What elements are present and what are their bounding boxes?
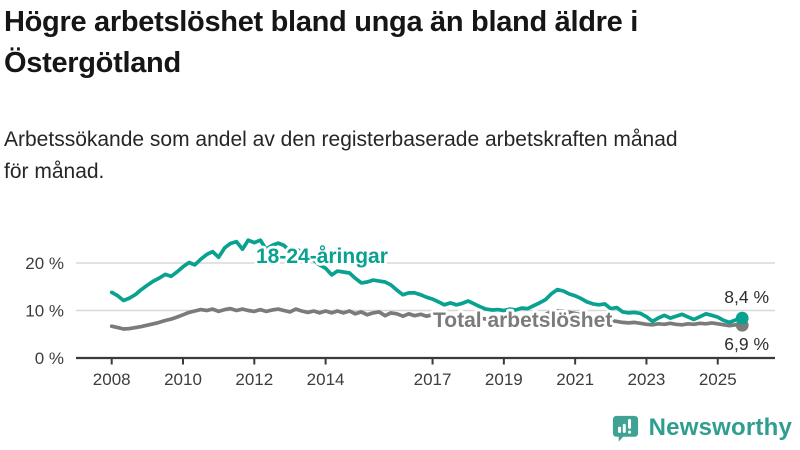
x-tick-label: 2008 <box>93 370 131 389</box>
x-tick-label: 2019 <box>485 370 523 389</box>
page-title: Högre arbetslöshet bland unga än bland ä… <box>4 6 638 80</box>
chart-subtitle: Arbetssökande som andel av den registerb… <box>4 128 678 183</box>
x-tick-label: 2012 <box>235 370 273 389</box>
x-tick-label: 2017 <box>414 370 452 389</box>
newsworthy-logo[interactable]: Newsworthy <box>610 409 792 447</box>
y-tick-label: 0 % <box>35 349 64 368</box>
series-line-0 <box>109 306 743 331</box>
x-tick-label: 2010 <box>164 370 202 389</box>
series-end-dot-1 <box>735 311 749 325</box>
end-value-label-1: 8,4 % <box>724 287 769 307</box>
x-tick-label: 2014 <box>307 370 345 389</box>
series-label-0: Total arbetslöshet <box>433 309 612 332</box>
series-label-1: 18-24-åringar <box>256 245 388 268</box>
x-tick-label: 2021 <box>556 370 594 389</box>
newsworthy-bubble-icon <box>612 415 638 442</box>
x-tick-label: 2025 <box>699 370 737 389</box>
series-line-1 <box>109 238 743 325</box>
end-value-label-0: 6,9 % <box>724 334 769 354</box>
newsworthy-wordmark: Newsworthy <box>648 414 792 441</box>
x-tick-label: 2023 <box>628 370 666 389</box>
y-tick-label: 20 % <box>25 254 64 273</box>
y-tick-label: 10 % <box>25 302 64 321</box>
